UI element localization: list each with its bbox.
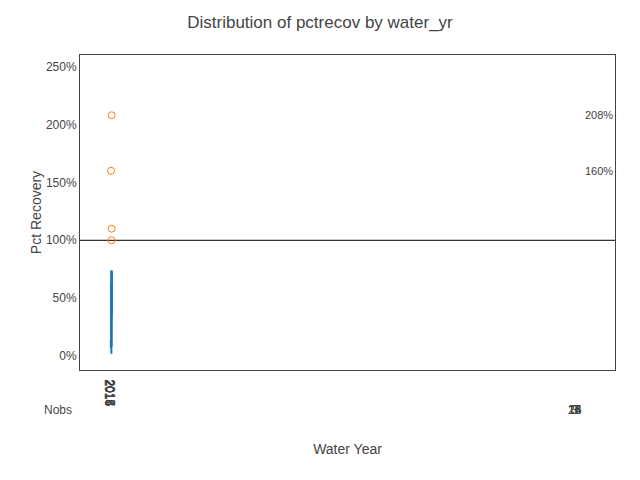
svg-text:Nobs: Nobs: [44, 403, 72, 417]
svg-text:100%: 100%: [46, 233, 77, 247]
svg-text:15: 15: [568, 403, 582, 417]
svg-text:Distribution of pctrecov by wa: Distribution of pctrecov by water_yr: [187, 13, 453, 32]
svg-text:23: 23: [568, 403, 582, 417]
svg-text:2017: 2017: [103, 379, 117, 406]
svg-text:160%: 160%: [585, 165, 613, 177]
svg-text:2014: 2014: [102, 379, 116, 406]
svg-text:2015: 2015: [102, 379, 116, 406]
svg-text:2018: 2018: [103, 379, 117, 406]
svg-text:Water Year: Water Year: [313, 441, 382, 457]
svg-text:2016: 2016: [102, 379, 116, 406]
svg-text:Pct Recovery: Pct Recovery: [28, 171, 44, 254]
svg-text:208%: 208%: [585, 109, 613, 121]
svg-text:200%: 200%: [46, 118, 77, 132]
svg-text:150%: 150%: [46, 176, 77, 190]
svg-text:14: 14: [568, 403, 582, 417]
svg-text:3: 3: [571, 403, 578, 417]
svg-text:250%: 250%: [46, 60, 77, 74]
svg-text:3: 3: [572, 403, 579, 417]
svg-text:0%: 0%: [59, 349, 77, 363]
svg-text:50%: 50%: [53, 291, 77, 305]
